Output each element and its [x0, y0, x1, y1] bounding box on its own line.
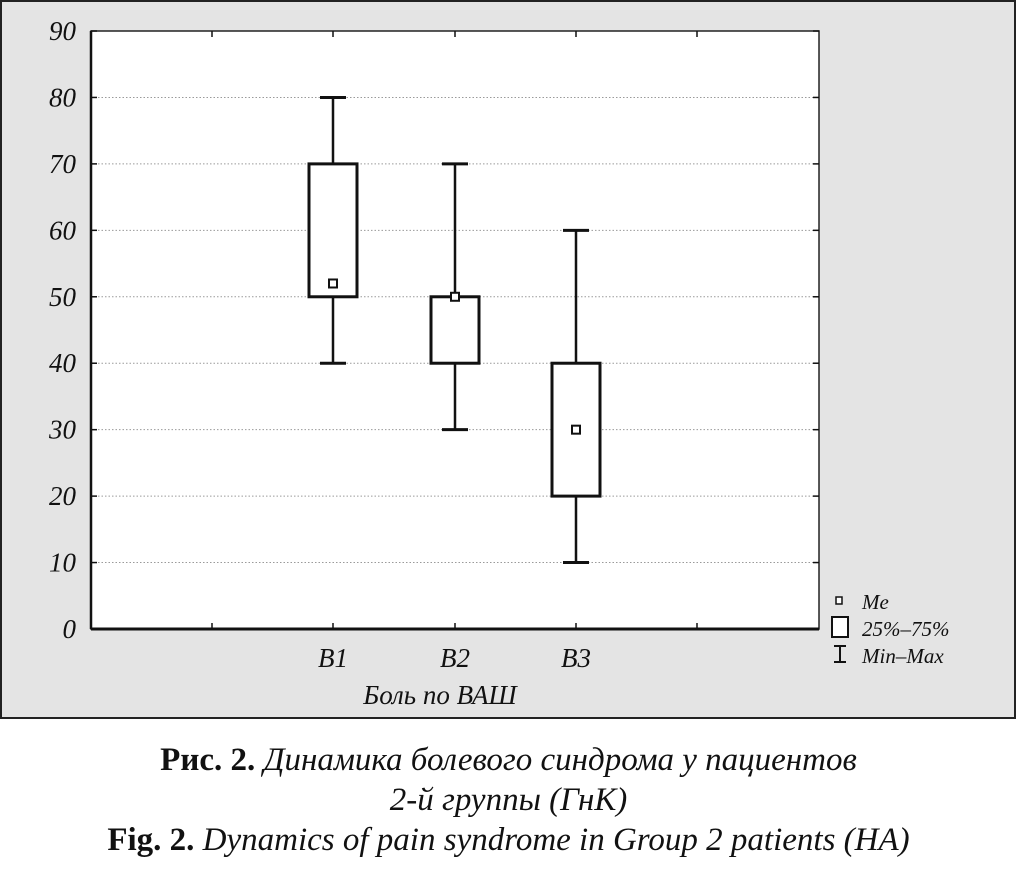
caption-ru-text-1: Динамика болевого синдрома у пациентов — [263, 742, 857, 778]
y-tick-labels: 0 10 20 30 40 50 60 70 80 90 — [48, 16, 77, 644]
median-marker — [450, 291, 460, 302]
caption-en-text: Dynamics of pain syndrome in Group 2 pat… — [202, 822, 910, 858]
y-tick-label: 20 — [49, 481, 77, 511]
caption-ru-line1: Рис. 2. Динамика болевого синдрома у пац… — [0, 740, 1017, 780]
box-b1 — [307, 95, 359, 365]
box-iqr — [429, 295, 481, 365]
y-tick-label: 60 — [49, 215, 77, 245]
y-tick-label: 0 — [63, 614, 77, 644]
box-b2 — [429, 162, 481, 432]
caption-ru-prefix: Рис. 2. — [160, 742, 256, 778]
x-tick-label: B2 — [440, 643, 470, 673]
caption-en-prefix: Fig. 2. — [107, 822, 195, 858]
y-tick-label: 90 — [49, 16, 77, 46]
y-tick-label: 80 — [49, 82, 77, 112]
legend-median-symbol — [835, 596, 843, 605]
legend-median-label: Me — [861, 590, 889, 614]
caption-ru-line2: 2-й группы (ГнК) — [0, 780, 1017, 820]
legend-box-symbol — [831, 616, 849, 638]
legend: Me 25%–75% Min–Max — [831, 590, 950, 668]
y-tick-label: 10 — [49, 548, 77, 578]
y-tick-label: 70 — [49, 149, 77, 179]
box-iqr — [307, 162, 359, 299]
x-tick-label: B3 — [561, 643, 591, 673]
x-axis-title: Боль по ВАШ — [362, 680, 518, 710]
figure-caption: Рис. 2. Динамика болевого синдрома у пац… — [0, 740, 1017, 860]
legend-whisker-label: Min–Max — [861, 644, 944, 668]
caption-en-line: Fig. 2. Dynamics of pain syndrome in Gro… — [0, 820, 1017, 860]
median-marker — [571, 424, 581, 435]
y-tick-label: 30 — [48, 415, 77, 445]
chart-figure: 0 10 20 30 40 50 60 70 80 90 B1 B2 B3 Боль по ВАШ M… — [0, 0, 1016, 719]
legend-whisker-symbol — [834, 645, 846, 663]
y-tick-label: 50 — [49, 282, 77, 312]
box-b3 — [550, 228, 602, 565]
median-marker — [328, 278, 338, 289]
y-tick-label: 40 — [49, 348, 77, 378]
legend-box-label: 25%–75% — [862, 617, 950, 641]
boxes — [307, 95, 602, 565]
caption-ru-text-2: 2-й группы (ГнК) — [389, 782, 628, 818]
x-tick-labels: B1 B2 B3 — [318, 643, 591, 673]
x-tick-label: B1 — [318, 643, 348, 673]
axes — [89, 30, 819, 631]
